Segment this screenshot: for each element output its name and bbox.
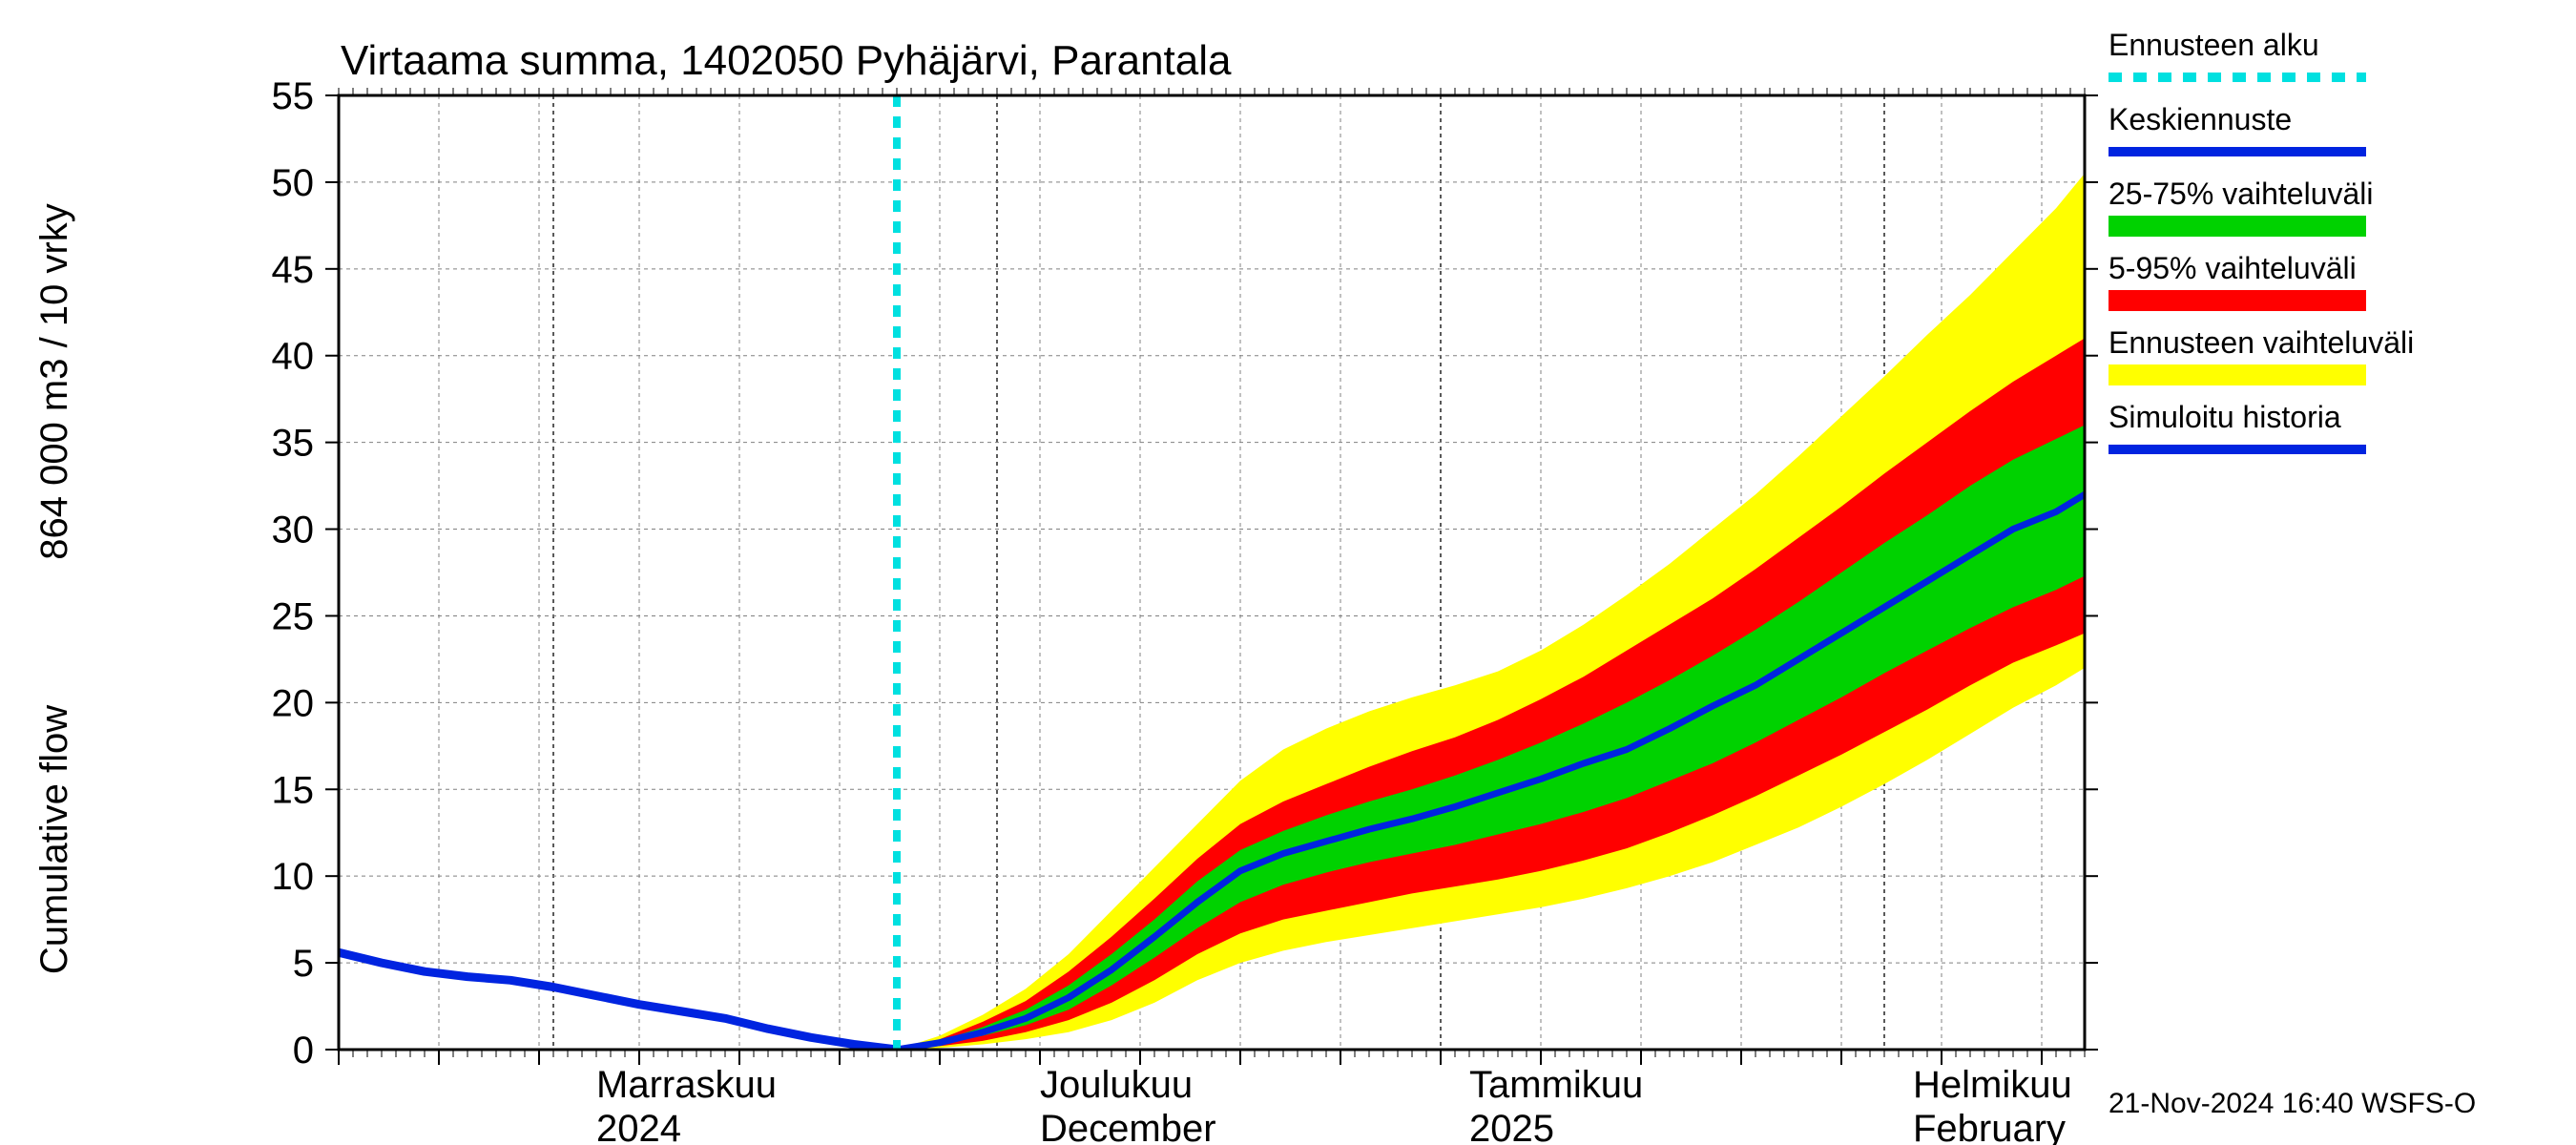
y-tick-label: 55 (272, 75, 315, 117)
legend-label: Ennusteen alku (2109, 28, 2319, 62)
x-month-label-2: 2025 (1469, 1108, 1554, 1145)
history-line (339, 952, 897, 1050)
chart-footer: 21-Nov-2024 16:40 WSFS-O (2109, 1088, 2476, 1119)
legend-swatch (2109, 364, 2366, 385)
y-axis-label-1: Cumulative flow (33, 705, 75, 974)
y-axis-label-2: 864 000 m3 / 10 vrky (33, 203, 75, 560)
legend-label: Simuloitu historia (2109, 400, 2341, 434)
x-month-label: Helmikuu (1913, 1064, 2072, 1106)
legend-label: 5-95% vaihteluväli (2109, 251, 2357, 285)
x-month-label-2: December (1040, 1108, 1216, 1145)
y-tick-label: 0 (293, 1030, 314, 1072)
y-tick-label: 5 (293, 943, 314, 985)
forecast-bands (897, 174, 2085, 1050)
cumulative-flow-chart: 0510152025303540455055Marraskuu2024Joulu… (0, 0, 2576, 1145)
y-tick-label: 15 (272, 769, 315, 811)
y-tick-label: 50 (272, 162, 315, 204)
x-month-label-2: February (1913, 1108, 2066, 1145)
x-month-label: Marraskuu (596, 1064, 777, 1106)
y-tick-label: 40 (272, 336, 315, 378)
legend-swatch (2109, 290, 2366, 311)
y-tick-label: 45 (272, 249, 315, 291)
chart-title: Virtaama summa, 1402050 Pyhäjärvi, Paran… (341, 37, 1232, 84)
legend-label: Ennusteen vaihteluväli (2109, 325, 2414, 360)
legend-label: 25-75% vaihteluväli (2109, 177, 2374, 211)
legend-swatch (2109, 445, 2366, 454)
y-tick-label: 25 (272, 595, 315, 637)
x-month-label: Tammikuu (1469, 1064, 1643, 1106)
y-tick-label: 30 (272, 510, 315, 552)
x-month-label: Joulukuu (1040, 1064, 1193, 1106)
legend-label: Keskiennuste (2109, 102, 2292, 136)
legend-swatch (2109, 147, 2366, 156)
chart-svg: 0510152025303540455055Marraskuu2024Joulu… (0, 0, 2576, 1145)
y-tick-label: 20 (272, 682, 315, 724)
y-tick-label: 10 (272, 856, 315, 898)
x-month-label-2: 2024 (596, 1108, 681, 1145)
legend-swatch (2109, 216, 2366, 237)
y-tick-label: 35 (272, 423, 315, 465)
